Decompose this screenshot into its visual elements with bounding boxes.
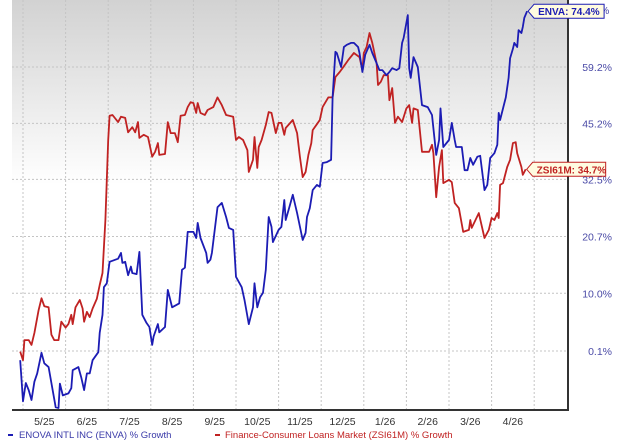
series-line-enva (19, 10, 528, 409)
legend-label-enva: ENOVA INTL INC (ENVA) % Growth (19, 430, 171, 441)
x-tick-label: 7/25 (119, 416, 140, 428)
y-tick-label: 59.2% (582, 62, 612, 74)
y-tick-label: 20.7% (582, 231, 612, 243)
x-tick-label: 8/25 (162, 416, 183, 428)
legend: ENOVA INTL INC (ENVA) % Growth Finance-C… (8, 430, 453, 441)
x-tick-label: 1/26 (375, 416, 396, 428)
callout-enva-text: ENVA: 74.4% (538, 7, 600, 18)
callout-zsi61m: ZSI61M: 34.7% (526, 161, 607, 177)
x-tick-label: 9/25 (204, 416, 225, 428)
callout-enva-box (527, 3, 605, 19)
y-tick-label: 32.5% (582, 174, 612, 186)
legend-swatch-zsi61m (215, 434, 220, 436)
x-tick-label: 11/25 (287, 416, 313, 428)
x-tick-label: 5/25 (34, 416, 55, 428)
x-tick-label: 4/26 (503, 416, 524, 428)
y-tick-label: 10.0% (582, 288, 612, 300)
legend-label-zsi61m: Finance-Consumer Loans Market (ZSI61M) %… (225, 430, 453, 441)
x-tick-label: 12/25 (329, 416, 355, 428)
callout-zsi61m-box (526, 161, 607, 177)
callout-enva: % ENVA: 74.4% (527, 3, 609, 19)
y-tick-label: 45.2% (582, 118, 612, 130)
x-tick-label: 10/25 (244, 416, 270, 428)
x-tick-label: 3/26 (460, 416, 481, 428)
y-tick-label: 0.1% (588, 346, 612, 358)
y-tick-label-hidden: % (600, 5, 609, 17)
callout-zsi61m-text: ZSI61M: 34.7% (537, 165, 607, 176)
x-tick-labels: 5/25 6/25 7/25 8/25 9/25 10/25 11/25 12/25 1/26 2… (34, 416, 523, 428)
legend-swatch-enva (8, 434, 13, 436)
series-lines (19, 10, 528, 409)
y-tick-labels: 0.1% 10.0% 20.7% 32.5% 45.2% 59.2% (582, 62, 612, 358)
series-line-zsi61m (19, 32, 527, 362)
x-tick-label: 2/26 (417, 416, 438, 428)
x-tick-label: 6/25 (77, 416, 98, 428)
